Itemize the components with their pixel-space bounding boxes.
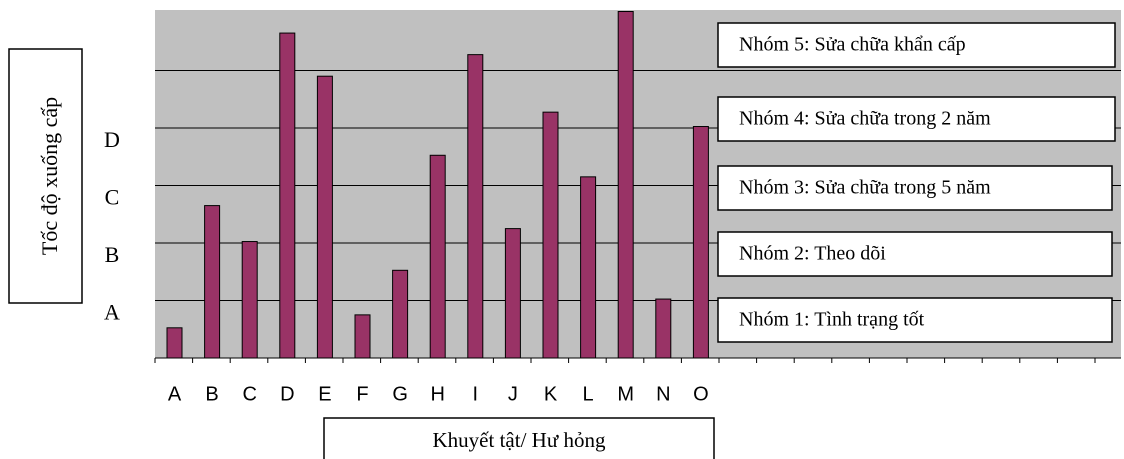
bar: [617, 11, 634, 359]
level-label: C: [105, 185, 120, 210]
category-label: H: [430, 383, 444, 405]
group-box: [717, 231, 1113, 277]
level-label: A: [104, 300, 120, 325]
category-label: C: [242, 383, 256, 405]
bar: [692, 126, 709, 359]
bar: [504, 228, 521, 359]
bar: [166, 327, 183, 359]
category-label: K: [544, 383, 558, 405]
group-box: [717, 165, 1113, 211]
bar: [467, 54, 484, 359]
bar: [316, 75, 333, 359]
level-label: D: [104, 127, 120, 152]
bar: [580, 176, 597, 359]
group-box: [717, 22, 1116, 68]
category-label: B: [205, 383, 218, 405]
bar: [655, 298, 672, 359]
group-label: Nhóm 1: Tình trạng tốt: [739, 309, 925, 331]
x-ticks: [154, 358, 1096, 363]
x-axis-title: Khuyết tật/ Hư hỏng: [433, 428, 606, 452]
bar: [204, 205, 221, 359]
category-label: J: [508, 383, 518, 405]
y-axis-title-box: [8, 48, 83, 304]
group-legend: Nhóm 5: Sửa chữa khẩn cấp Nhóm 4: Sửa chữ…: [717, 22, 1116, 343]
bar: [429, 154, 446, 359]
bar: [241, 241, 258, 359]
bar: [392, 269, 409, 359]
category-label: A: [168, 383, 182, 405]
category-label: O: [693, 383, 709, 405]
category-label: N: [656, 383, 670, 405]
category-label: L: [583, 383, 594, 405]
group-box: [717, 297, 1113, 343]
category-label: E: [318, 383, 331, 405]
category-label: D: [280, 383, 294, 405]
group-label: Nhóm 2: Theo dõi: [739, 243, 886, 265]
category-label: M: [617, 383, 634, 405]
level-labels: A B C D: [104, 127, 120, 325]
y-axis-title: Tốc độ xuống cấp: [37, 97, 62, 255]
group-label: Nhóm 4: Sửa chữa trong 2 năm: [739, 108, 991, 130]
category-label: G: [392, 383, 408, 405]
group-box: [717, 96, 1116, 142]
level-label: B: [105, 242, 120, 267]
category-label: F: [356, 383, 368, 405]
group-label: Nhóm 3: Sửa chữa trong 5 năm: [739, 177, 991, 199]
bar: [354, 314, 371, 359]
bar: [279, 32, 296, 359]
category-label: I: [473, 383, 479, 405]
group-label: Nhóm 5: Sửa chữa khẩn cấp: [739, 34, 966, 56]
bar: [542, 111, 559, 359]
x-axis-title-box: [323, 417, 715, 459]
